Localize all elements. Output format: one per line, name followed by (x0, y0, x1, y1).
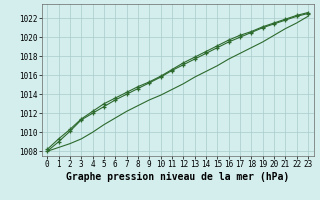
X-axis label: Graphe pression niveau de la mer (hPa): Graphe pression niveau de la mer (hPa) (66, 172, 289, 182)
